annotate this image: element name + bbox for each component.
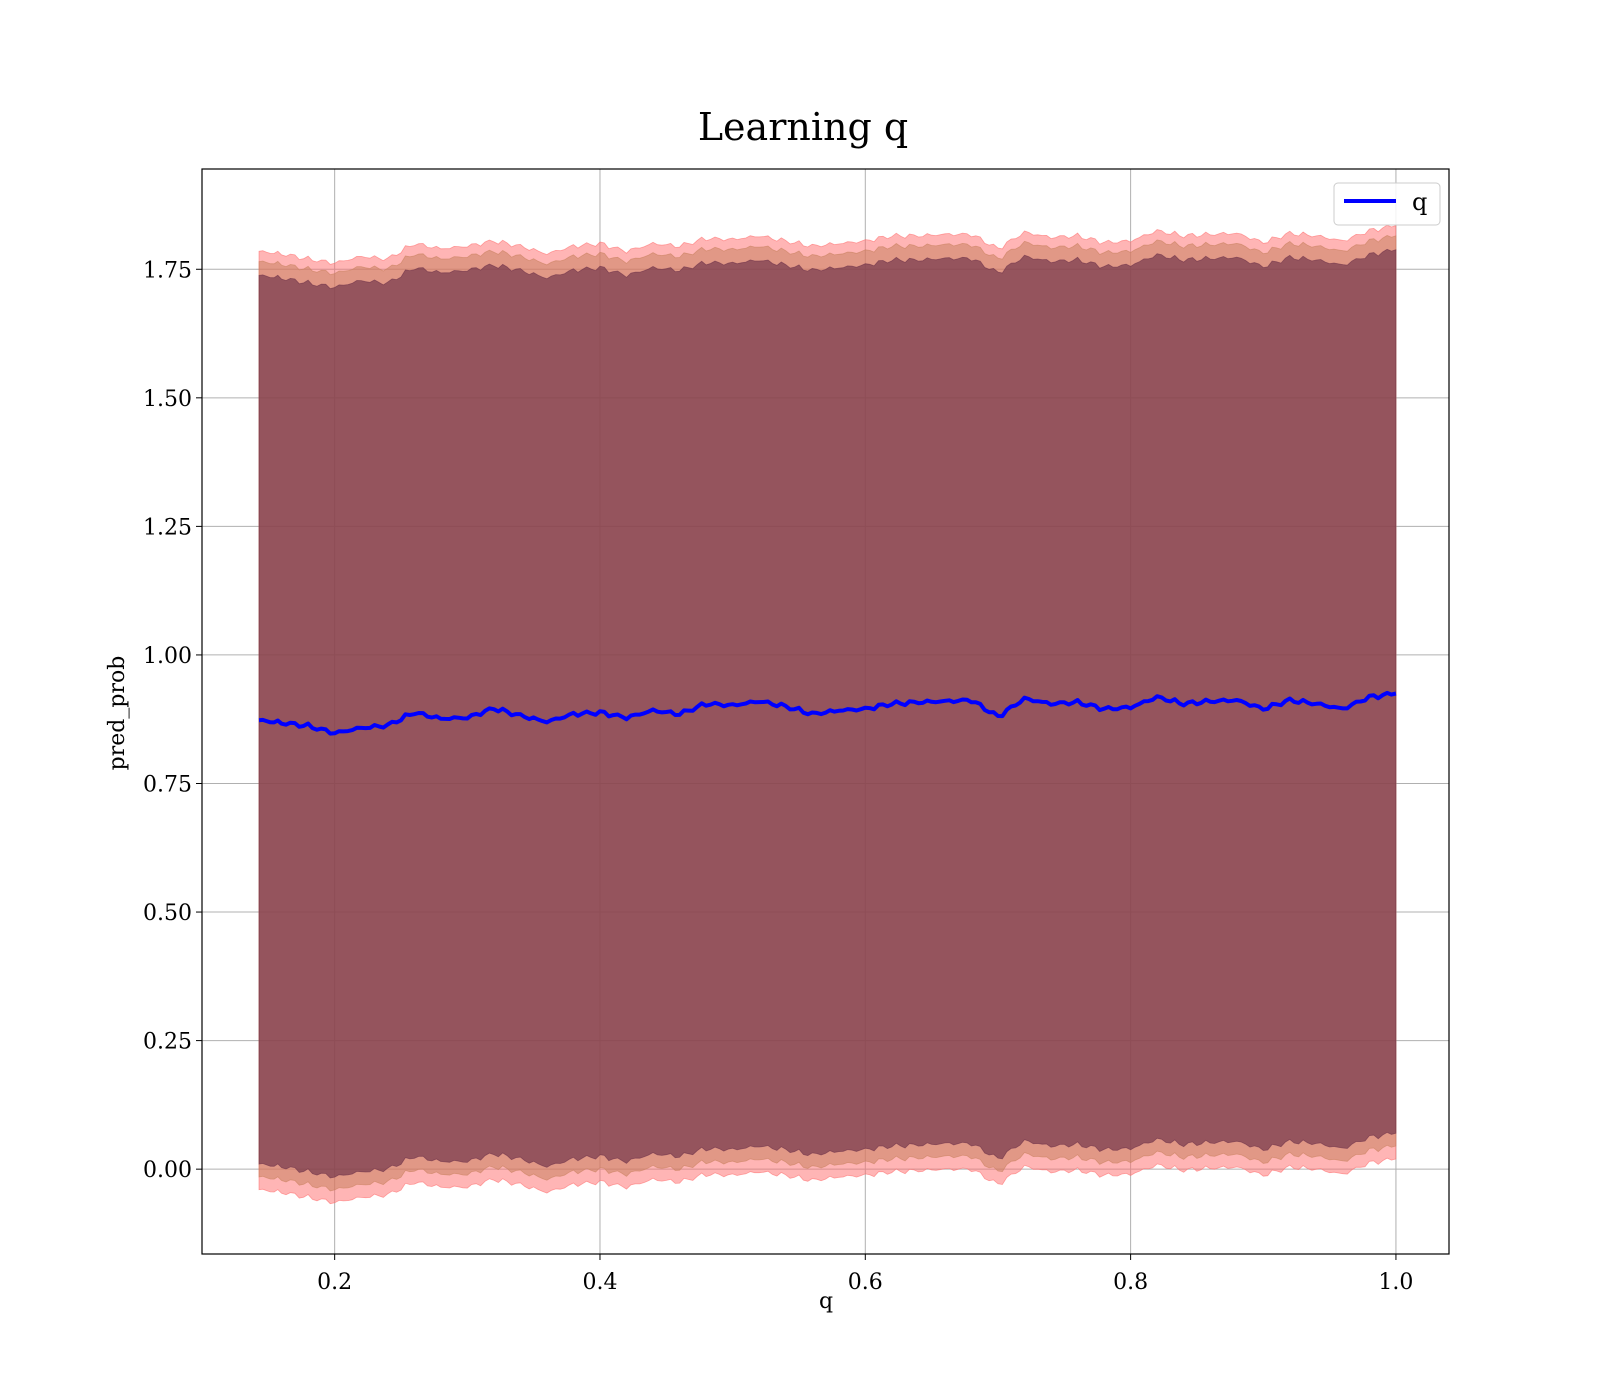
y-tick-label: 1.00 [143, 644, 192, 669]
y-axis-ticks: 0.00 0.25 0.50 0.75 1.00 1.25 1.50 1.75 [143, 258, 202, 1183]
y-axis-label: pred_prob [105, 656, 130, 771]
y-tick-label: 1.50 [143, 387, 192, 412]
x-tick-label: 0.4 [582, 1270, 617, 1295]
x-tick-label: 0.8 [1113, 1270, 1148, 1295]
series-lines [258, 690, 1397, 736]
x-tick-label: 1.0 [1378, 1270, 1413, 1295]
y-tick-label: 1.75 [143, 258, 192, 283]
legend-label: q [1412, 188, 1427, 216]
legend-box [1333, 182, 1441, 226]
y-tick-label: 0.00 [143, 1158, 192, 1183]
y-tick-label: 0.50 [143, 901, 192, 926]
y-tick-label: 0.25 [143, 1030, 192, 1055]
series-line-q [258, 690, 1397, 736]
plot-frame [201, 168, 1450, 1255]
y-tick-label: 0.75 [143, 772, 192, 797]
legend: q [1333, 182, 1441, 226]
x-tick-label: 0.6 [848, 1270, 883, 1295]
x-axis-label: q [819, 1289, 833, 1314]
confidence-bands [258, 224, 1397, 1205]
x-axis-ticks: 0.2 0.4 0.6 0.8 1.0 [317, 1254, 1413, 1295]
y-tick-label: 1.25 [143, 515, 192, 540]
x-tick-label: 0.2 [317, 1270, 352, 1295]
chart-title: Learning q [698, 105, 908, 149]
